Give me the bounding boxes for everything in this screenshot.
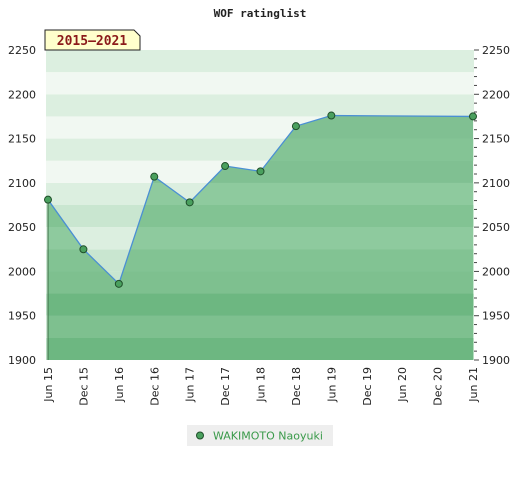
x-tick-label: Dec 15	[77, 367, 90, 406]
x-axis: Jun 15 Dec 15 Jun 16 Dec 16 Jun 17 Dec 17 Jun …	[42, 367, 480, 406]
y-tick-label-left: 2050	[8, 221, 36, 234]
x-tick-label: Jun 20	[396, 367, 409, 403]
area-band	[48, 337, 473, 360]
y-tick-label-right: 2100	[482, 177, 510, 190]
x-tick-label: Dec 20	[432, 367, 445, 406]
data-point	[469, 112, 477, 121]
period-badge: 2015–2021	[44, 29, 141, 51]
area-band	[48, 205, 473, 228]
legend: WAKIMOTO Naoyuki	[187, 425, 333, 446]
y-tick-label-left: 2200	[8, 88, 36, 101]
background-band	[46, 72, 474, 95]
y-tick-label-right: 2000	[482, 265, 510, 278]
data-point	[327, 111, 336, 120]
data-point	[185, 198, 194, 207]
x-tick-label: Dec 16	[148, 367, 161, 406]
y-tick-label-left: 2000	[8, 265, 36, 278]
area-band	[48, 182, 473, 205]
y-tick-label-left: 1900	[8, 354, 36, 367]
x-tick-label: Jun 17	[184, 367, 197, 403]
rating-line	[47, 114, 474, 286]
x-tick-label: Jun 18	[255, 367, 268, 403]
x-tick-label: Jun 19	[325, 367, 338, 403]
background-band	[46, 50, 474, 73]
y-tick-label-right: 1900	[482, 354, 510, 367]
y-tick-label-right: 2250	[482, 44, 510, 57]
area-band	[48, 227, 473, 250]
x-tick-label: Jun 15	[42, 367, 55, 403]
area-band	[48, 271, 473, 294]
y-axis-left: 1900 1950 2000 2050 2100 2150 2200 2250	[8, 44, 36, 367]
data-point	[150, 172, 159, 181]
x-tick-label: Jun 21	[467, 367, 480, 403]
y-tick-label-left: 1950	[8, 310, 36, 323]
y-tick-label-left: 2250	[8, 44, 36, 57]
y-axis-right: 1900 1950 2000 2050 2100 2150 2200 2250	[474, 44, 510, 367]
y-tick-label-right: 1950	[482, 310, 510, 323]
data-point	[221, 162, 230, 171]
data-point	[79, 245, 88, 254]
data-point	[291, 122, 300, 131]
area-band	[48, 315, 473, 338]
legend-marker	[196, 431, 204, 440]
x-tick-label: Jun 16	[113, 367, 126, 403]
chart-title: WOF ratinglist	[214, 7, 307, 20]
rating-area	[48, 115, 473, 361]
period-label: 2015–2021	[57, 34, 128, 49]
y-tick-label-left: 2100	[8, 177, 36, 190]
data-markers	[44, 111, 477, 288]
x-tick-label: Dec 17	[219, 367, 232, 406]
y-tick-label-left: 2150	[8, 133, 36, 146]
legend-label: WAKIMOTO Naoyuki	[213, 430, 323, 443]
y-tick-label-right: 2200	[482, 88, 510, 101]
y-tick-label-right: 2050	[482, 221, 510, 234]
data-point	[44, 195, 52, 204]
background-band	[46, 94, 474, 117]
x-tick-label: Dec 19	[361, 367, 374, 406]
data-point	[114, 279, 123, 288]
y-tick-label-right: 2150	[482, 133, 510, 146]
x-tick-label: Dec 18	[290, 367, 303, 406]
area-band	[48, 293, 473, 316]
area-band	[48, 249, 473, 272]
data-point	[256, 167, 265, 176]
